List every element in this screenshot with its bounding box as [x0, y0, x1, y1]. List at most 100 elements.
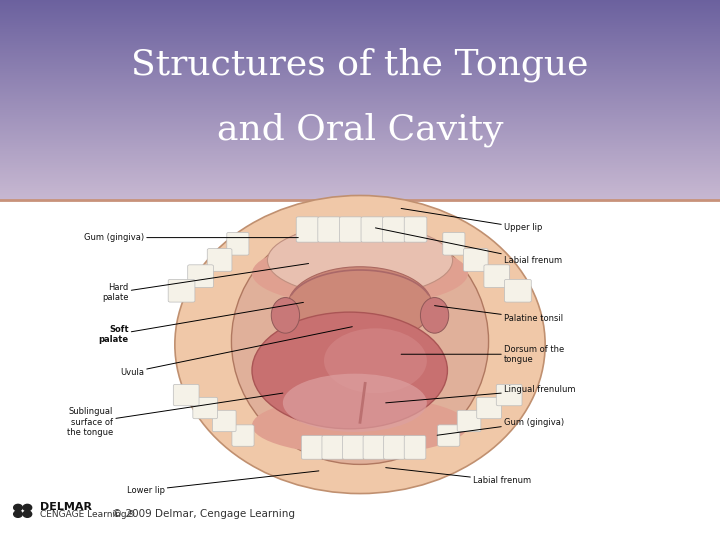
Bar — [0, 107, 720, 108]
Bar — [0, 159, 720, 160]
Bar — [0, 114, 720, 115]
Bar — [0, 100, 720, 101]
Bar — [0, 86, 720, 87]
Bar — [0, 42, 720, 43]
Bar — [0, 124, 720, 125]
Bar — [0, 78, 720, 79]
Text: and Oral Cavity: and Oral Cavity — [217, 112, 503, 147]
Bar — [0, 10, 720, 11]
Bar — [0, 112, 720, 113]
Bar — [0, 108, 720, 109]
Bar — [0, 130, 720, 131]
Bar — [0, 59, 720, 60]
Bar — [0, 120, 720, 121]
Bar — [0, 32, 720, 33]
Bar — [0, 69, 720, 70]
Bar — [0, 95, 720, 96]
Bar — [0, 26, 720, 28]
FancyBboxPatch shape — [318, 217, 341, 242]
Bar — [0, 119, 720, 120]
Bar — [0, 158, 720, 159]
Bar — [0, 41, 720, 42]
Bar — [0, 65, 720, 66]
FancyBboxPatch shape — [207, 248, 232, 271]
Bar — [0, 132, 720, 133]
Bar — [0, 135, 720, 136]
Text: Gum (gingiva): Gum (gingiva) — [437, 418, 564, 435]
Ellipse shape — [252, 396, 468, 455]
Bar — [0, 171, 720, 172]
Bar — [0, 129, 720, 130]
Bar — [0, 105, 720, 106]
FancyBboxPatch shape — [384, 436, 405, 459]
Bar — [0, 173, 720, 174]
Bar — [0, 126, 720, 127]
Bar — [0, 186, 720, 187]
Bar — [0, 110, 720, 111]
Text: Labial frenum: Labial frenum — [375, 228, 562, 265]
Text: Soft
palate: Soft palate — [99, 302, 303, 345]
Bar — [0, 106, 720, 107]
Bar — [0, 133, 720, 134]
Bar — [0, 172, 720, 173]
Bar — [0, 136, 720, 137]
Bar — [0, 35, 720, 36]
Bar — [0, 4, 720, 5]
Bar — [0, 197, 720, 198]
Bar — [0, 125, 720, 126]
Bar — [0, 142, 720, 143]
Bar — [0, 185, 720, 186]
Bar — [0, 195, 720, 196]
Bar — [0, 194, 720, 195]
Bar — [0, 165, 720, 166]
FancyBboxPatch shape — [363, 436, 384, 459]
Bar — [0, 190, 720, 191]
FancyBboxPatch shape — [382, 217, 405, 242]
FancyBboxPatch shape — [484, 265, 510, 287]
FancyBboxPatch shape — [404, 217, 427, 242]
Bar — [0, 150, 720, 151]
Bar — [0, 155, 720, 156]
Bar — [0, 146, 720, 147]
Bar — [0, 87, 720, 88]
Ellipse shape — [175, 195, 545, 494]
Text: Hard
palate: Hard palate — [102, 264, 309, 302]
Bar — [0, 180, 720, 181]
Bar — [0, 200, 720, 540]
Bar — [0, 63, 720, 64]
Bar — [0, 79, 720, 80]
Bar — [0, 16, 720, 17]
Bar — [0, 1, 720, 2]
Bar — [0, 101, 720, 102]
Bar — [0, 43, 720, 44]
Bar — [0, 170, 720, 171]
Bar — [0, 111, 720, 112]
Bar — [0, 31, 720, 32]
Bar — [0, 64, 720, 65]
Bar — [0, 12, 720, 14]
Bar — [0, 97, 720, 98]
Ellipse shape — [252, 312, 447, 429]
Bar — [0, 99, 720, 100]
Text: Labial frenum: Labial frenum — [386, 468, 531, 485]
Bar — [0, 66, 720, 68]
FancyBboxPatch shape — [302, 436, 323, 459]
Bar — [0, 127, 720, 128]
Text: Structures of the Tongue: Structures of the Tongue — [131, 48, 589, 82]
Bar — [0, 144, 720, 145]
FancyBboxPatch shape — [505, 279, 531, 302]
Bar — [0, 122, 720, 123]
Bar — [0, 116, 720, 117]
Text: Palatine tonsil: Palatine tonsil — [435, 306, 563, 323]
Bar — [0, 181, 720, 182]
Bar — [0, 23, 720, 24]
Text: Dorsum of the
tongue: Dorsum of the tongue — [401, 345, 564, 364]
Bar — [0, 121, 720, 122]
FancyBboxPatch shape — [457, 410, 481, 431]
Bar — [0, 156, 720, 157]
Bar — [0, 148, 720, 149]
Bar — [0, 61, 720, 62]
Bar — [0, 167, 720, 168]
Bar — [0, 24, 720, 25]
Bar — [0, 56, 720, 57]
